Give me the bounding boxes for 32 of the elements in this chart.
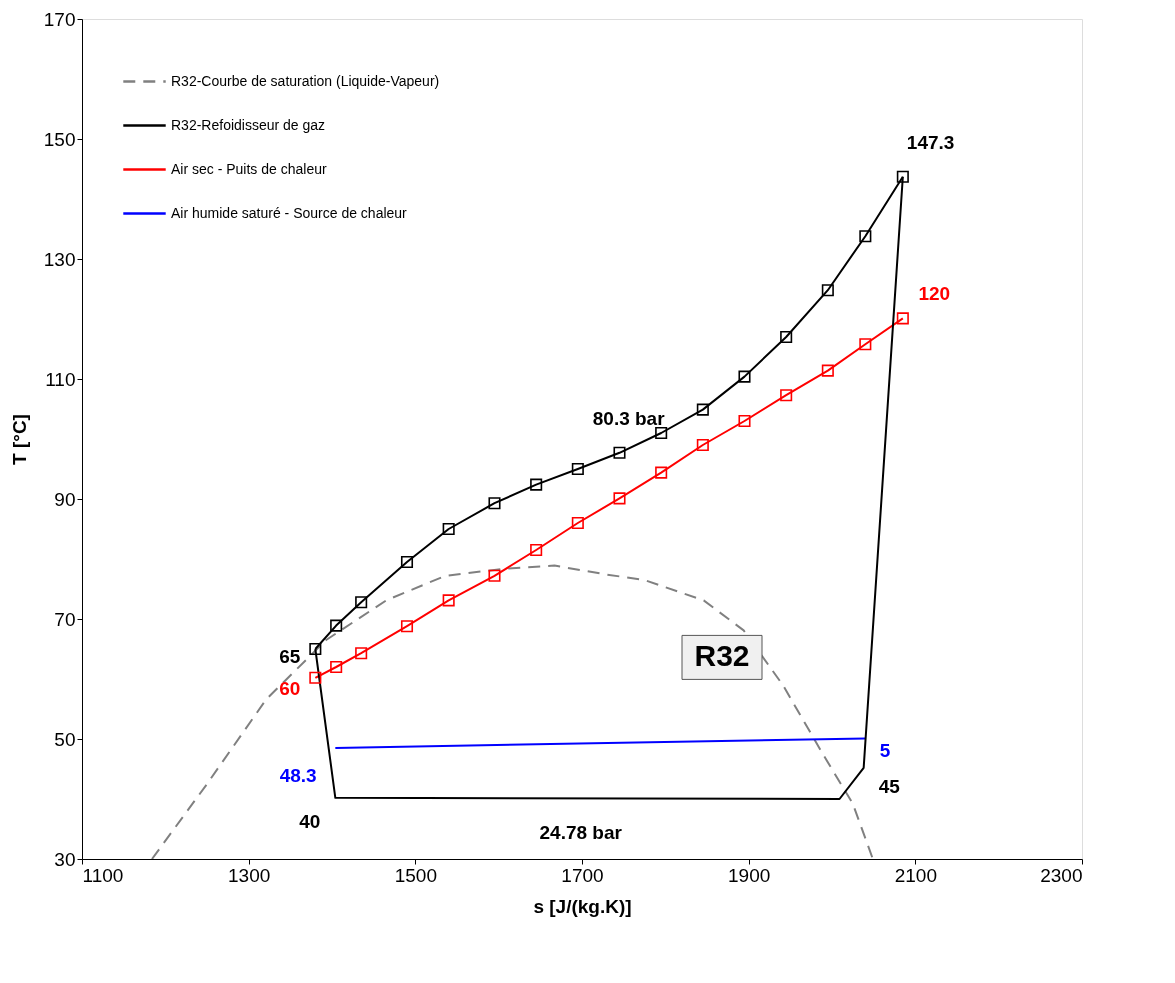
- y-tick-label: 70: [54, 608, 76, 630]
- annotation: 147.3: [906, 131, 955, 153]
- y-tick-label: 90: [54, 488, 76, 510]
- annotation: R32: [694, 639, 750, 673]
- y-tick-label: 170: [43, 8, 76, 30]
- x-tick-label: 2100: [894, 864, 937, 886]
- annotation: 80.3 bar: [592, 407, 666, 429]
- annotation: 5: [879, 740, 891, 762]
- annotation: 65: [279, 646, 301, 668]
- x-tick-label: 1900: [728, 864, 771, 886]
- y-tick-label: 150: [43, 128, 76, 150]
- x-tick-label: 1100: [82, 864, 124, 886]
- y-tick-label: 110: [45, 368, 76, 390]
- annotation: 45: [878, 776, 901, 798]
- annotation: 24.78 bar: [539, 822, 623, 843]
- annotation: 120: [918, 283, 951, 305]
- legend-label: Air humide saturé - Source de chaleur: [171, 204, 408, 221]
- x-axis-title: s [J/(kg.K)]: [533, 895, 632, 917]
- x-tick-label: 1300: [228, 864, 271, 886]
- legend-label: R32-Refoidisseur de gaz: [171, 116, 326, 133]
- x-tick-label: 1700: [561, 864, 604, 886]
- x-tick-label: 2300: [1040, 864, 1083, 886]
- y-axis-title: T [°C]: [8, 414, 30, 465]
- legend-label: R32-Courbe de saturation (Liquide-Vapeur): [171, 72, 440, 89]
- y-tick-label: 30: [54, 848, 76, 870]
- annotation: 60: [279, 677, 301, 699]
- x-tick-label: 1500: [394, 864, 437, 886]
- y-tick-label: 50: [54, 728, 76, 750]
- annotation: 48.3: [279, 764, 317, 786]
- annotation: 40: [299, 810, 321, 832]
- legend-label: Air sec - Puits de chaleur: [171, 160, 327, 177]
- y-tick-label: 130: [43, 248, 76, 270]
